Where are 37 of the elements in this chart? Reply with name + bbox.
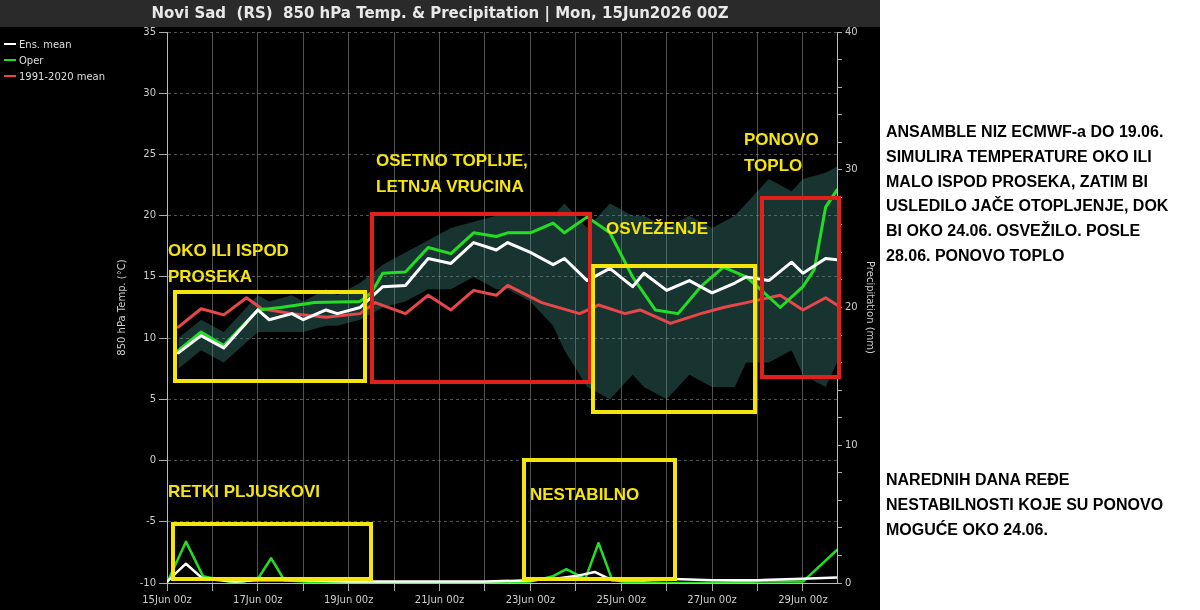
x-tick-label: 25Jun 00z	[596, 593, 646, 605]
annotation: OSVEŽENJE	[606, 218, 710, 240]
legend-label: Oper	[19, 54, 44, 66]
legend-label: Ens. mean	[19, 38, 72, 50]
annotation: OKO ILI ISPOD PROSEKA	[168, 240, 290, 289]
y2-tick-label: 10	[845, 438, 858, 450]
y2-tick-label: 30	[845, 163, 858, 175]
x-tick-label: 29Jun 00z	[778, 593, 828, 605]
text: NAREDNIH DANA REĐE NESTABILNOSTI KOJE SU PONOVO MOGUĆE OKO 24.06.	[886, 470, 1165, 540]
annotation: RETKI PLJUSKOVI	[168, 481, 322, 503]
legend-label: 1991-2020 mean	[19, 70, 106, 82]
annotation: NESTABILNO	[530, 484, 641, 506]
text: ANSAMBLE NIZ ECMWF-a DO 19.06. SIMULIRA TEMPERATURE OKO ILI MALO ISPOD PROSEKA, ZATIM BI USLEDILO JAČE OTOPLJENJE, DOK BI OKO 24.06. OSVEŽILO. POSLE 28.06. PONOVO TOPLO	[886, 122, 1170, 266]
x-tick-label: 21Jun 00z	[414, 593, 465, 605]
y2-axis-title: Precipitation (mm)	[865, 261, 877, 355]
y2-tick-label: 0	[845, 576, 852, 588]
y-axis-title: 850 hPa Temp. (°C)	[115, 259, 127, 356]
y-tick-label: 10	[143, 331, 156, 343]
y-tick-label: 5	[149, 392, 156, 404]
x-tick-label: 15Jun 00z	[142, 593, 192, 605]
y-tick-label: 20	[143, 209, 156, 221]
chart-title: Novi Sad (RS) 850 hPa Temp. & Precipitation | Mon, 15Jun2026 00Z	[0, 0, 880, 27]
annotation: PONOVO TOPLO	[744, 129, 820, 178]
y-tick-label: -5	[146, 515, 156, 527]
y-tick-label: -10	[139, 576, 156, 588]
y-tick-label: 25	[143, 148, 156, 160]
y-tick-label: 30	[143, 86, 156, 98]
annotation: OSETNO TOPLIJE, LETNJA VRUCINA	[376, 150, 529, 199]
x-tick-label: 23Jun 00z	[505, 593, 556, 605]
x-tick-label: 27Jun 00z	[687, 593, 737, 605]
x-tick-label: 19Jun 00z	[323, 593, 374, 605]
x-tick-label: 17Jun 00z	[233, 593, 283, 605]
y2-tick-label: 40	[845, 25, 858, 37]
y-tick-label: 0	[149, 454, 156, 466]
y-tick-label: 35	[143, 25, 156, 37]
y-tick-label: 15	[143, 270, 156, 282]
y2-tick-label: 20	[845, 301, 858, 313]
